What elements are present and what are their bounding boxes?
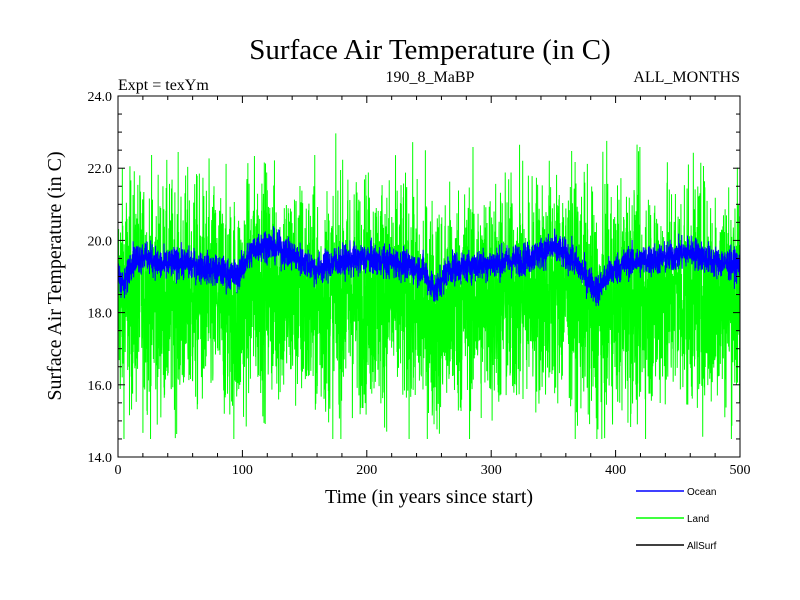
x-tick-label: 0 [115,463,122,478]
y-tick-label: 24.0 [88,90,113,105]
x-tick-label: 300 [481,463,502,478]
y-axis-label: Surface Air Temperature (in C) [44,151,66,400]
axes: 0 100 200 300 400 500 14.0 16.0 18.0 20.0 22.0 24.0 [88,90,751,478]
legend: Ocean Land AllSurf [636,487,717,552]
x-tick-label: 200 [356,463,377,478]
x-tick-label: 500 [730,463,751,478]
x-tick-label: 400 [605,463,626,478]
series-line-ocean [117,225,741,307]
experiment-label: Expt = texYm [118,77,209,94]
legend-label-ocean: Ocean [687,487,716,498]
months-label: ALL_MONTHS [633,69,740,86]
y-tick-label: 22.0 [88,162,113,177]
y-tick-label: 20.0 [88,234,113,249]
y-tick-label: 18.0 [88,307,113,322]
plot-area [117,133,741,439]
chart-title: Surface Air Temperature (in C) [249,34,610,66]
legend-label-land: Land [687,514,709,525]
age-label: 190_8_MaBP [386,69,475,86]
y-tick-label: 16.0 [88,379,113,394]
series-line-land [117,133,741,439]
x-tick-label: 100 [232,463,253,478]
x-axis-label: Time (in years since start) [325,486,533,508]
legend-label-allsurf: AllSurf [687,541,717,552]
y-tick-label: 14.0 [88,451,113,466]
